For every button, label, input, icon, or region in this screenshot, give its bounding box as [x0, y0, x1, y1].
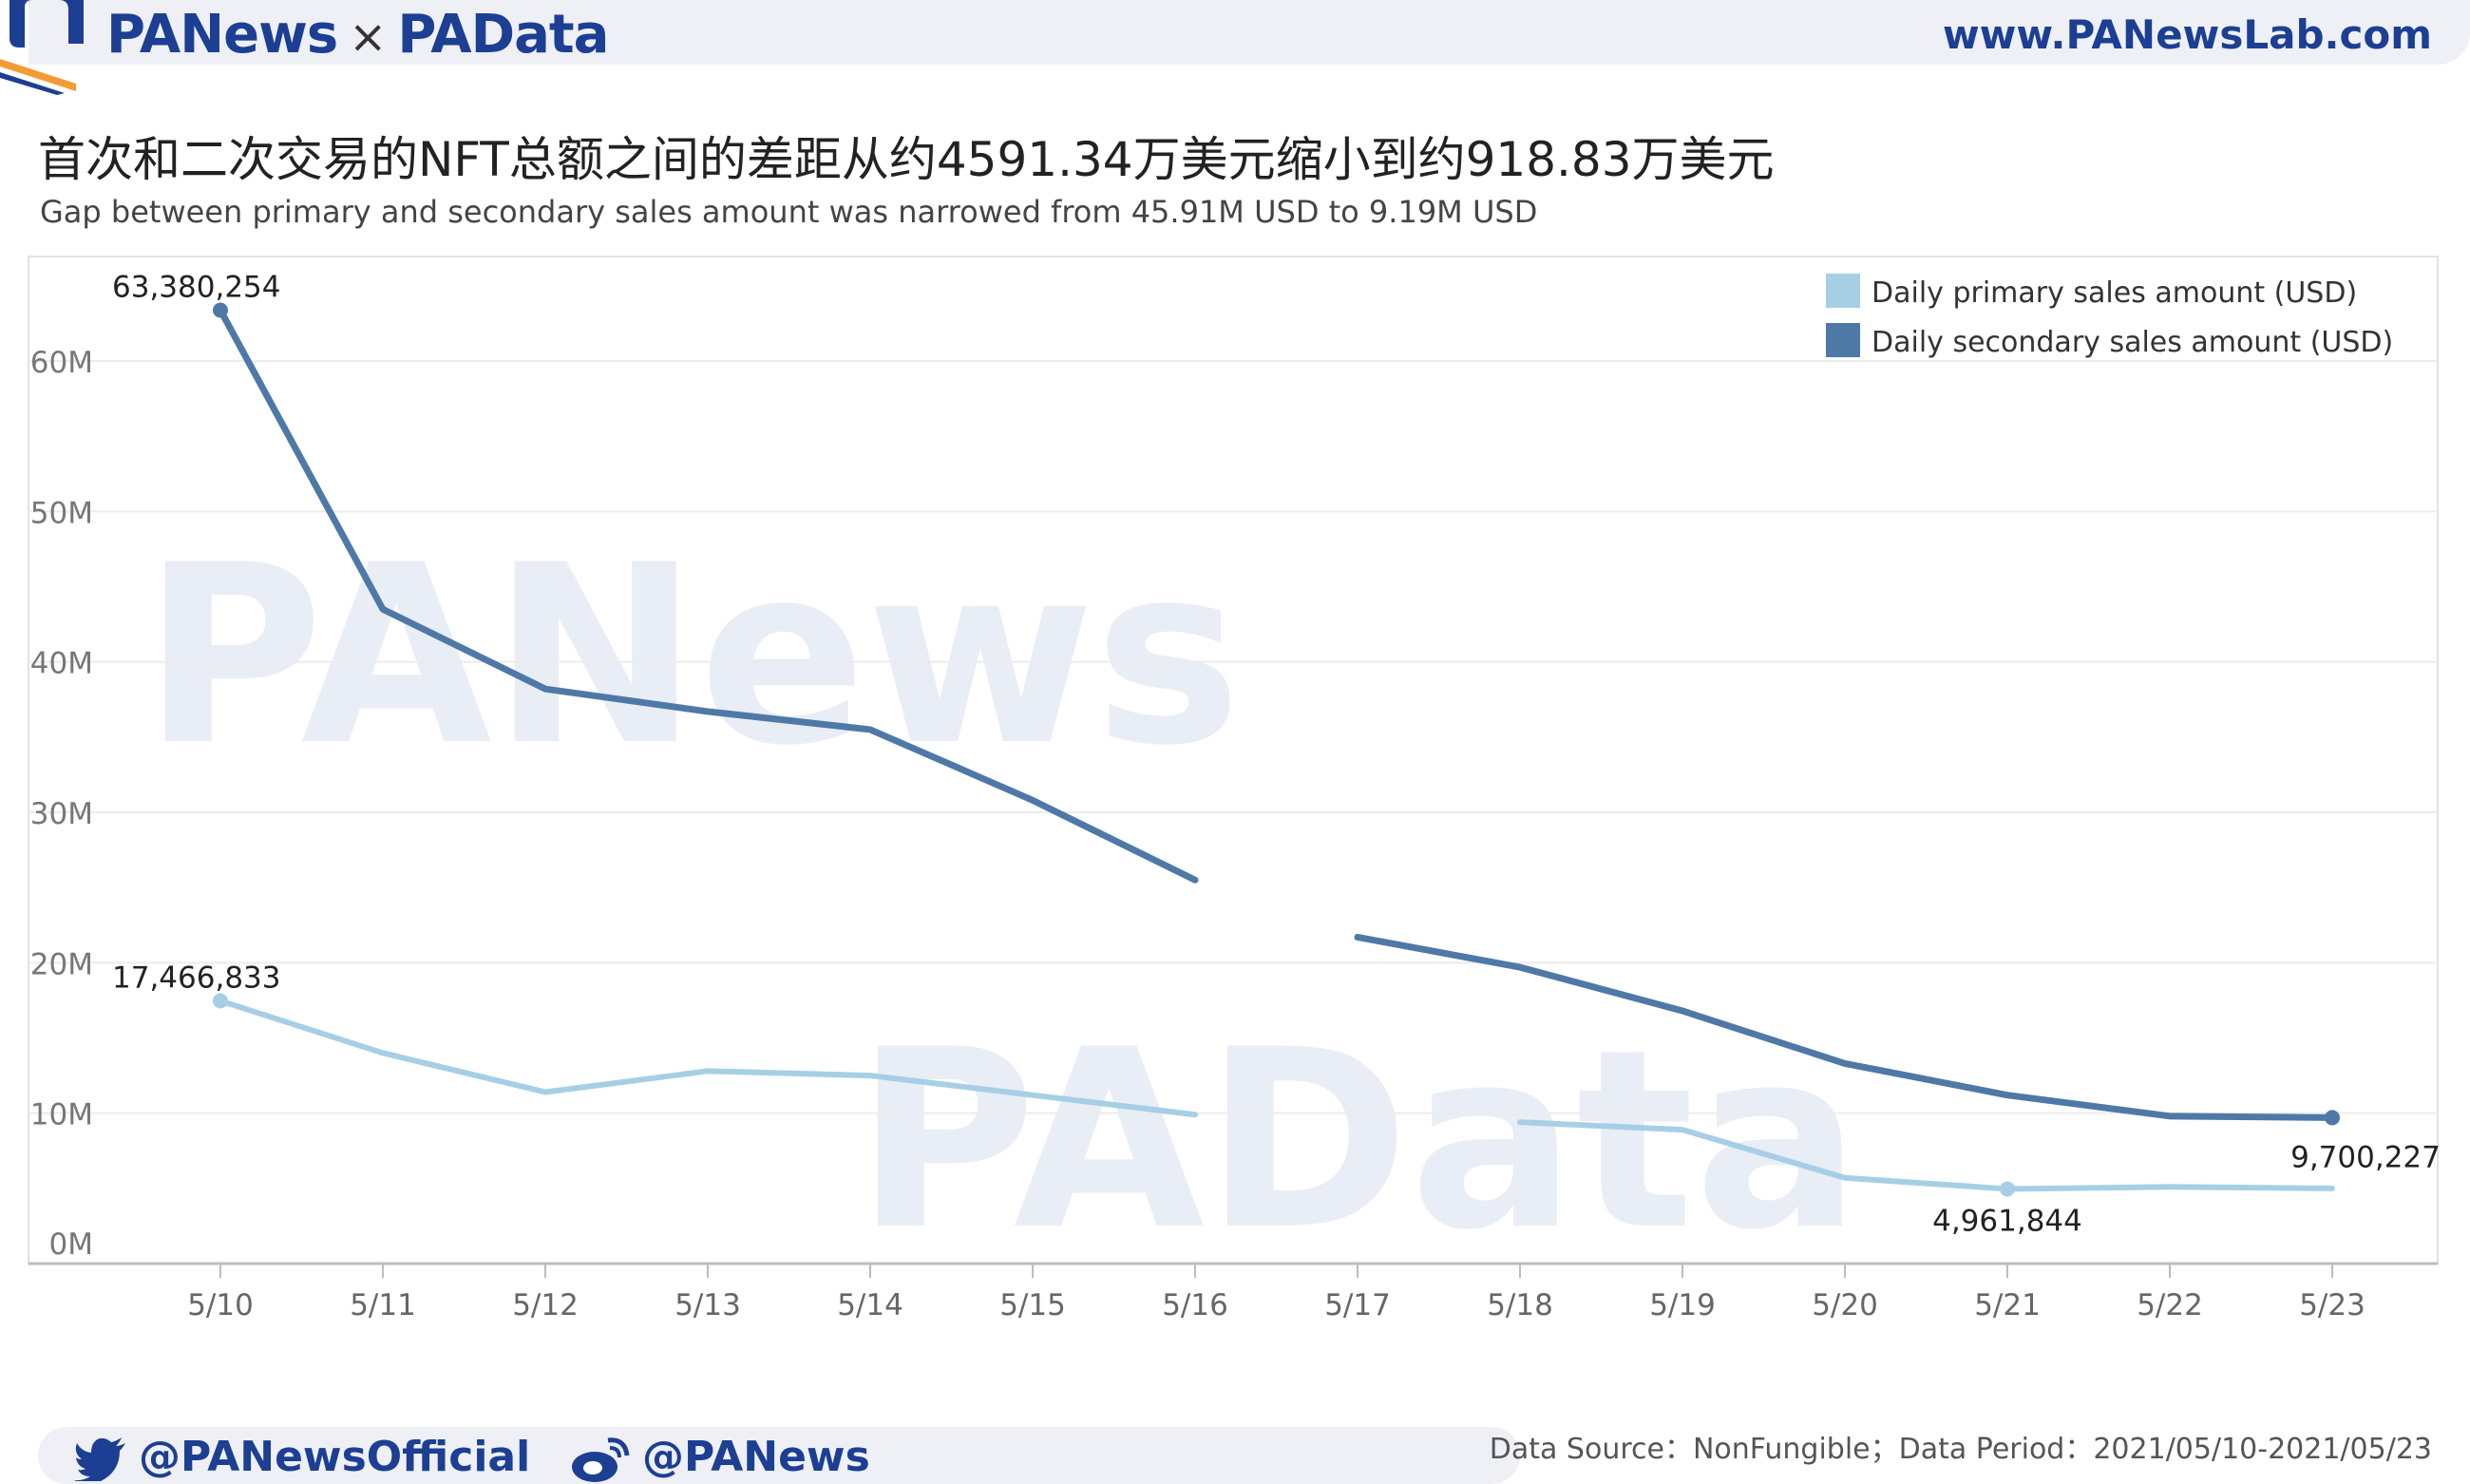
panews-logo-icon	[0, 0, 84, 95]
data-labels: 63,380,254 17,466,833 4,961,844 9,700,227	[112, 270, 2441, 1238]
x-tick-label: 5/10	[187, 1288, 254, 1322]
header-bar: PANews × PAData www.PANewsLab.com	[0, 0, 2470, 95]
highlight-point	[213, 993, 228, 1009]
brand-padata: PAData	[397, 4, 609, 66]
y-tick-label: 30M	[30, 797, 93, 831]
legend-label: Daily primary sales amount (USD)	[1872, 276, 2357, 310]
legend: Daily primary sales amount (USD) Daily se…	[1826, 274, 2393, 359]
watermark-padata: PAData	[855, 998, 1861, 1284]
series-points	[213, 302, 2340, 1197]
data-label: 9,700,227	[2290, 1140, 2441, 1174]
brand-logo: PANews × PAData	[106, 4, 609, 66]
y-axis-ticks: 0M 10M 20M 30M 40M 50M 60M	[30, 346, 93, 1262]
x-tick-label: 5/13	[674, 1288, 741, 1322]
primary-sales-line	[218, 998, 1198, 1118]
x-tick-label: 5/22	[2137, 1288, 2203, 1322]
highlight-point	[213, 302, 228, 318]
x-tick-label: 5/20	[1812, 1288, 1878, 1322]
series-lines	[217, 306, 2336, 1192]
chart-title: 首次和二次交易的NFT总额之间的差距从约4591.34万美元缩小到约918.83…	[38, 132, 1775, 187]
data-source-note: Data Source：NonFungible；Data Period：2021…	[1489, 1433, 2432, 1466]
legend-swatch	[1826, 323, 1860, 357]
x-tick-label: 5/12	[512, 1288, 579, 1322]
twitter-bird-icon	[74, 1437, 125, 1484]
y-tick-label: 40M	[30, 647, 93, 681]
weibo-handle[interactable]: @PANews	[570, 1433, 870, 1482]
y-tick-label: 0M	[49, 1227, 93, 1262]
x-axis-ticks: 5/10 5/11 5/12 5/13 5/14 5/15 5/16 5/17 5/18 5/19…	[187, 1264, 2366, 1322]
x-tick-label: 5/19	[1649, 1288, 1716, 1322]
data-label: 4,961,844	[1932, 1204, 2082, 1238]
x-tick-label: 5/23	[2299, 1288, 2366, 1322]
x-tick-label: 5/11	[350, 1288, 416, 1322]
chart-subtitle: Gap between primary and secondary sales …	[40, 194, 1538, 230]
y-tick-label: 60M	[30, 346, 93, 380]
x-tick-label: 5/14	[837, 1288, 903, 1322]
secondary-sales-line	[1354, 933, 2336, 1121]
highlight-point	[2000, 1181, 2015, 1197]
watermark-layer: PANews PAData	[142, 513, 1861, 1284]
x-tick-label: 5/16	[1162, 1288, 1228, 1322]
watermark-panews: PANews	[142, 513, 1242, 800]
weibo-handle-text: @PANews	[642, 1433, 870, 1481]
data-label: 17,466,833	[112, 961, 281, 995]
y-tick-label: 50M	[30, 496, 93, 530]
twitter-handle[interactable]: @PANewsOfficial	[74, 1433, 531, 1484]
primary-sales-line	[1517, 1119, 2335, 1192]
header-background	[28, 0, 2470, 65]
brand-panews: PANews	[106, 4, 338, 66]
weibo-icon	[572, 1437, 630, 1482]
x-tick-label: 5/15	[999, 1288, 1066, 1322]
twitter-handle-text: @PANewsOfficial	[139, 1433, 531, 1481]
website-link[interactable]: www.PANewsLab.com	[1942, 11, 2432, 58]
highlight-point	[2325, 1110, 2340, 1126]
data-label: 63,380,254	[112, 270, 281, 304]
grid-lines	[28, 360, 2438, 1114]
brand-separator: ×	[349, 10, 387, 64]
x-tick-label: 5/21	[1974, 1288, 2041, 1322]
y-tick-label: 20M	[30, 947, 93, 981]
x-tick-label: 5/18	[1487, 1288, 1553, 1322]
legend-label: Daily secondary sales amount (USD)	[1872, 326, 2393, 359]
secondary-sales-line	[217, 306, 1199, 884]
legend-swatch	[1826, 274, 1860, 308]
y-tick-label: 10M	[30, 1098, 93, 1132]
x-tick-label: 5/17	[1324, 1288, 1391, 1322]
